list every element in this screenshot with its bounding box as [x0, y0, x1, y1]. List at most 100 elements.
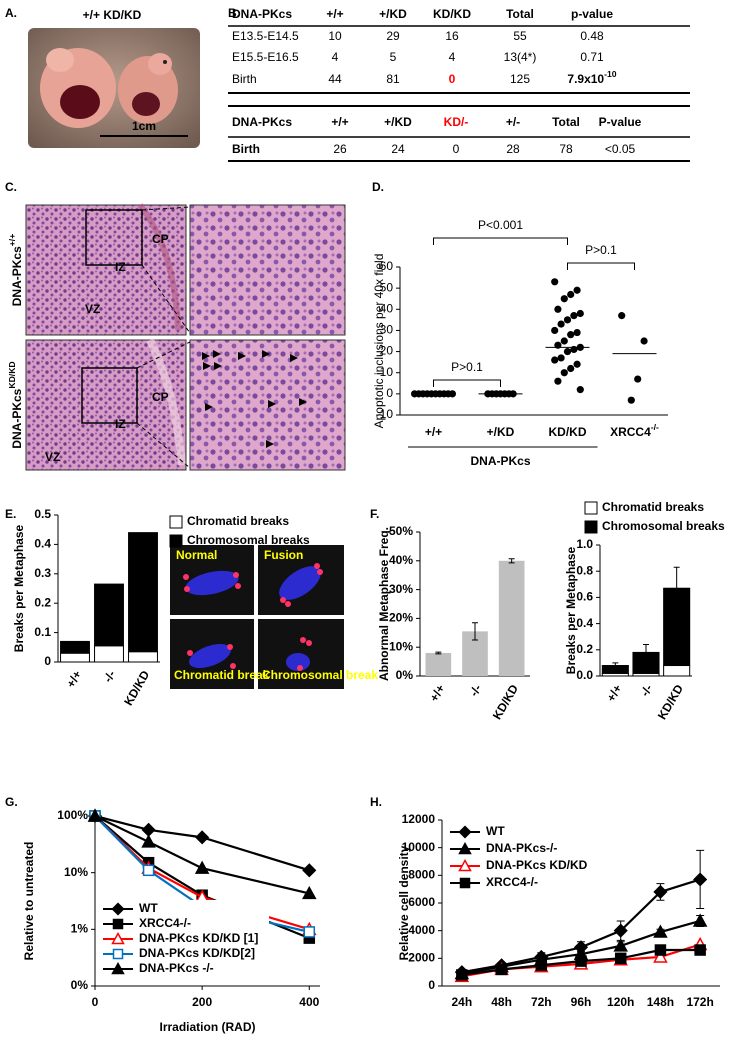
y-tick-label: 2000: [408, 951, 435, 965]
y-tick-label: 0.3: [34, 566, 51, 580]
panel-label: D.: [372, 180, 384, 194]
series-line: [94, 814, 310, 872]
x-tick-label: -/-: [101, 668, 119, 685]
marker: [613, 923, 628, 938]
x-tick-label-text: XRCC4: [610, 425, 651, 439]
x-tick-label: 48h: [491, 995, 512, 1009]
point: [573, 360, 581, 368]
image-label: Fusion: [264, 548, 303, 562]
panel-label: A.: [5, 6, 17, 20]
point: [634, 375, 642, 383]
marker: [141, 822, 156, 837]
y-axis-label: Abnormal Metaphase Freq.: [377, 527, 391, 681]
marker: [303, 926, 316, 938]
table-cell: +/-: [506, 115, 520, 129]
y-tick-label: 50%: [389, 524, 413, 538]
legend-swatch: [584, 501, 598, 515]
y-tick-label: 0: [44, 654, 51, 668]
embryo-photo: [28, 28, 200, 148]
genotype-label-text: DNA-PKcs: [10, 246, 24, 306]
marker: [302, 885, 317, 900]
bar: [425, 652, 452, 676]
image-label: Chromatid break: [174, 668, 270, 682]
y-tick-label: 8000: [408, 868, 435, 882]
y-tick-label: 10%: [64, 865, 88, 879]
y-tick-label: 6000: [408, 895, 435, 909]
x-tick-label: 96h: [571, 995, 592, 1009]
region-label: CP: [152, 390, 169, 404]
y-tick-label: 60: [380, 259, 394, 273]
annotation: P>0.1: [451, 360, 483, 374]
region-label: CP: [152, 232, 169, 246]
table-cell: P-value: [599, 115, 642, 129]
x-tick-label: KD/KD: [549, 425, 587, 439]
marker: [653, 884, 668, 899]
region-label: IZ: [115, 417, 126, 431]
genotype-label: DNA-PKcs+/+: [7, 234, 24, 307]
x-tick-label: +/+: [427, 682, 448, 704]
point: [557, 320, 565, 328]
x-tick-label: KD/KD: [655, 682, 686, 722]
x-tick-label: 120h: [607, 995, 634, 1009]
genotype-label: +/+ KD/KD: [83, 8, 142, 22]
x-tick-label: 148h: [647, 995, 674, 1009]
region-label: VZ: [85, 302, 100, 316]
table-cell: Birth: [232, 72, 257, 86]
marker: [459, 877, 471, 889]
marker: [111, 961, 125, 975]
table-cell: 0.71: [580, 50, 604, 64]
x-tick-label-sup: -/-: [651, 422, 659, 432]
legend-label: DNA-PKcs KD/KD: [486, 858, 588, 872]
table-cell: DNA-PKcs: [232, 7, 292, 21]
y-tick-label: 40: [380, 301, 394, 315]
y-tick-label: 0.4: [34, 537, 51, 551]
legend-label: Chromatid breaks: [187, 514, 289, 528]
table-cell: 4: [332, 50, 339, 64]
genotype-label: DNA-PKcsKD/KD: [7, 361, 24, 448]
legend-label: WT: [486, 824, 505, 838]
table-cell: 28: [506, 142, 520, 156]
bar-segment: [128, 532, 158, 653]
series-line: [94, 815, 310, 895]
point: [560, 295, 568, 303]
bar: [498, 560, 525, 676]
bracket: [433, 379, 501, 387]
marker: [495, 963, 508, 976]
legend-swatch: [584, 520, 598, 534]
y-axis-label: Breaks per Metaphase: [12, 524, 26, 652]
panel-label: E.: [5, 507, 16, 521]
error-bar: [435, 651, 442, 655]
point: [573, 328, 581, 337]
table-cell: 0: [453, 142, 460, 156]
point: [567, 331, 575, 339]
x-tick-label: 200: [192, 995, 212, 1009]
y-tick-label: 0: [428, 978, 435, 992]
legend-label: DNA-PKcs-/-: [486, 841, 557, 855]
genotype-label-sup: +/+: [7, 234, 17, 246]
bar-segment: [94, 583, 124, 647]
marker: [575, 955, 587, 967]
table-cell-text: KD/-: [444, 115, 469, 129]
table-cell: 78: [559, 142, 573, 156]
marker: [535, 959, 548, 971]
table-cell: 26: [333, 142, 347, 156]
y-tick-label: 0.8: [576, 563, 593, 577]
table-cell-sup: -10: [604, 69, 617, 79]
legend-label: DNA-PKcs KD/KD [1]: [139, 931, 258, 945]
bar-segment: [128, 651, 158, 663]
x-tick-label: KD/KD: [121, 668, 152, 708]
legend-label: Chromosomal breaks: [187, 533, 310, 547]
x-tick-label: +/+: [64, 668, 85, 690]
bar-segment: [60, 640, 90, 654]
table-cell: 0.48: [580, 29, 604, 43]
marker: [692, 913, 708, 927]
annotation: P<0.001: [478, 218, 523, 232]
y-axis-label: Relative cell density: [397, 845, 411, 960]
point: [573, 286, 581, 294]
genotype-label-text: DNA-PKcs: [10, 388, 24, 448]
point: [567, 364, 575, 373]
image-label: Chromosomal break: [262, 668, 378, 682]
genotype-label-sup: KD/KD: [7, 361, 17, 388]
error-bar: [508, 558, 515, 564]
